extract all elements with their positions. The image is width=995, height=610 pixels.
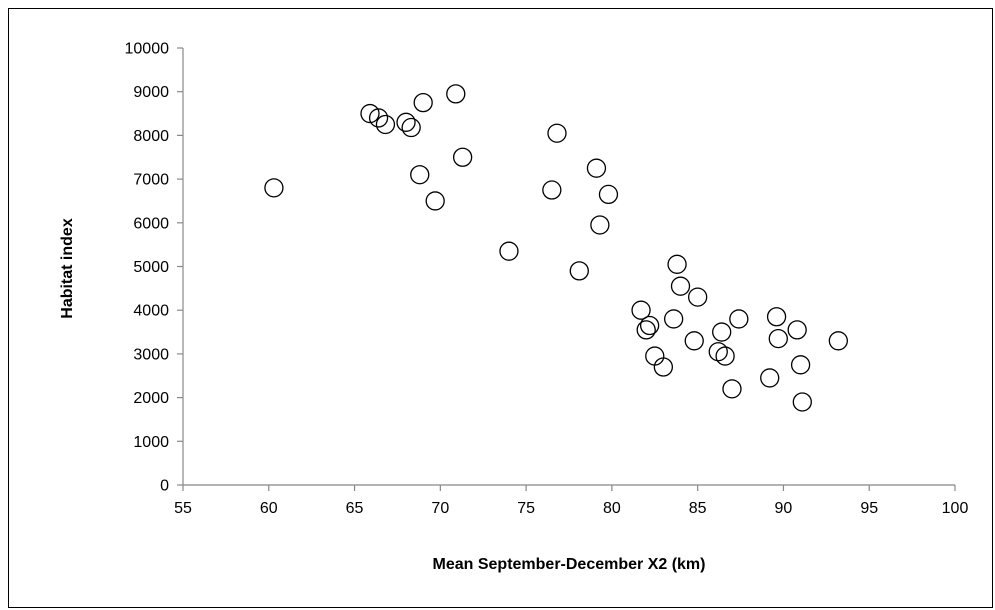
- y-tick-label: 3000: [133, 346, 169, 363]
- data-point: [645, 346, 665, 366]
- x-tick-label: 95: [860, 500, 878, 517]
- data-point: [401, 117, 421, 138]
- data-point: [360, 103, 380, 124]
- data-points: [264, 84, 848, 412]
- data-point: [446, 84, 466, 104]
- data-point: [586, 158, 607, 178]
- data-point: [790, 355, 811, 375]
- data-point: [396, 112, 416, 132]
- data-point: [542, 180, 562, 200]
- y-tick-label: 7000: [133, 172, 169, 189]
- data-point: [715, 346, 735, 366]
- data-point: [708, 342, 728, 362]
- data-point: [712, 322, 732, 342]
- x-tick-label: 100: [942, 500, 969, 517]
- data-point: [787, 320, 807, 340]
- x-tick-label: 70: [431, 500, 449, 517]
- y-tick-label: 9000: [133, 84, 169, 101]
- data-point: [729, 309, 749, 329]
- data-point: [722, 379, 742, 399]
- x-tick-label: 55: [174, 500, 192, 517]
- x-tick-label: 90: [775, 500, 793, 517]
- y-ticks: 0 1000 2000 3000 4000 5000 6000 7000 8000 9000 100…: [125, 41, 183, 495]
- y-tick-label: 6000: [133, 215, 169, 232]
- data-point: [636, 320, 656, 340]
- data-point: [499, 241, 519, 261]
- y-tick-label: 10000: [125, 41, 170, 58]
- x-ticks: 55 60 65 70 75 80 85 90 95 100: [174, 485, 968, 517]
- data-point: [425, 191, 445, 211]
- x-axis-title: Mean September-December X2 (km): [433, 556, 706, 573]
- data-point: [452, 147, 473, 167]
- x-tick-label: 75: [517, 500, 535, 517]
- x-tick-label: 60: [260, 500, 278, 517]
- data-point: [590, 215, 610, 235]
- data-point: [413, 92, 433, 113]
- data-point: [653, 357, 674, 377]
- y-tick-label: 8000: [133, 128, 169, 145]
- y-tick-label: 2000: [133, 390, 169, 407]
- y-tick-label: 5000: [133, 259, 169, 276]
- data-point: [768, 328, 788, 349]
- data-point: [368, 108, 389, 128]
- y-tick-label: 4000: [133, 303, 169, 320]
- x-tick-label: 85: [689, 500, 707, 517]
- data-point: [792, 392, 812, 412]
- data-point: [410, 165, 430, 185]
- chart-frame: [8, 8, 993, 608]
- y-tick-label: 0: [160, 478, 169, 495]
- data-point: [547, 123, 567, 143]
- x-tick-label: 80: [603, 500, 621, 517]
- data-point: [569, 261, 589, 281]
- axes: [182, 48, 955, 486]
- data-point: [684, 331, 704, 351]
- y-axis-title: Habitat index: [59, 218, 76, 319]
- data-point: [670, 276, 691, 296]
- data-point: [766, 307, 787, 327]
- data-point: [688, 287, 708, 307]
- data-point: [264, 178, 284, 198]
- data-point: [760, 368, 780, 388]
- x-tick-label: 65: [346, 500, 364, 517]
- data-point: [375, 114, 396, 135]
- y-tick-label: 1000: [133, 434, 169, 451]
- data-point: [667, 254, 687, 274]
- data-point: [828, 331, 848, 351]
- data-point: [639, 315, 660, 336]
- data-point: [663, 309, 684, 329]
- data-point: [598, 184, 619, 205]
- data-point: [631, 300, 651, 320]
